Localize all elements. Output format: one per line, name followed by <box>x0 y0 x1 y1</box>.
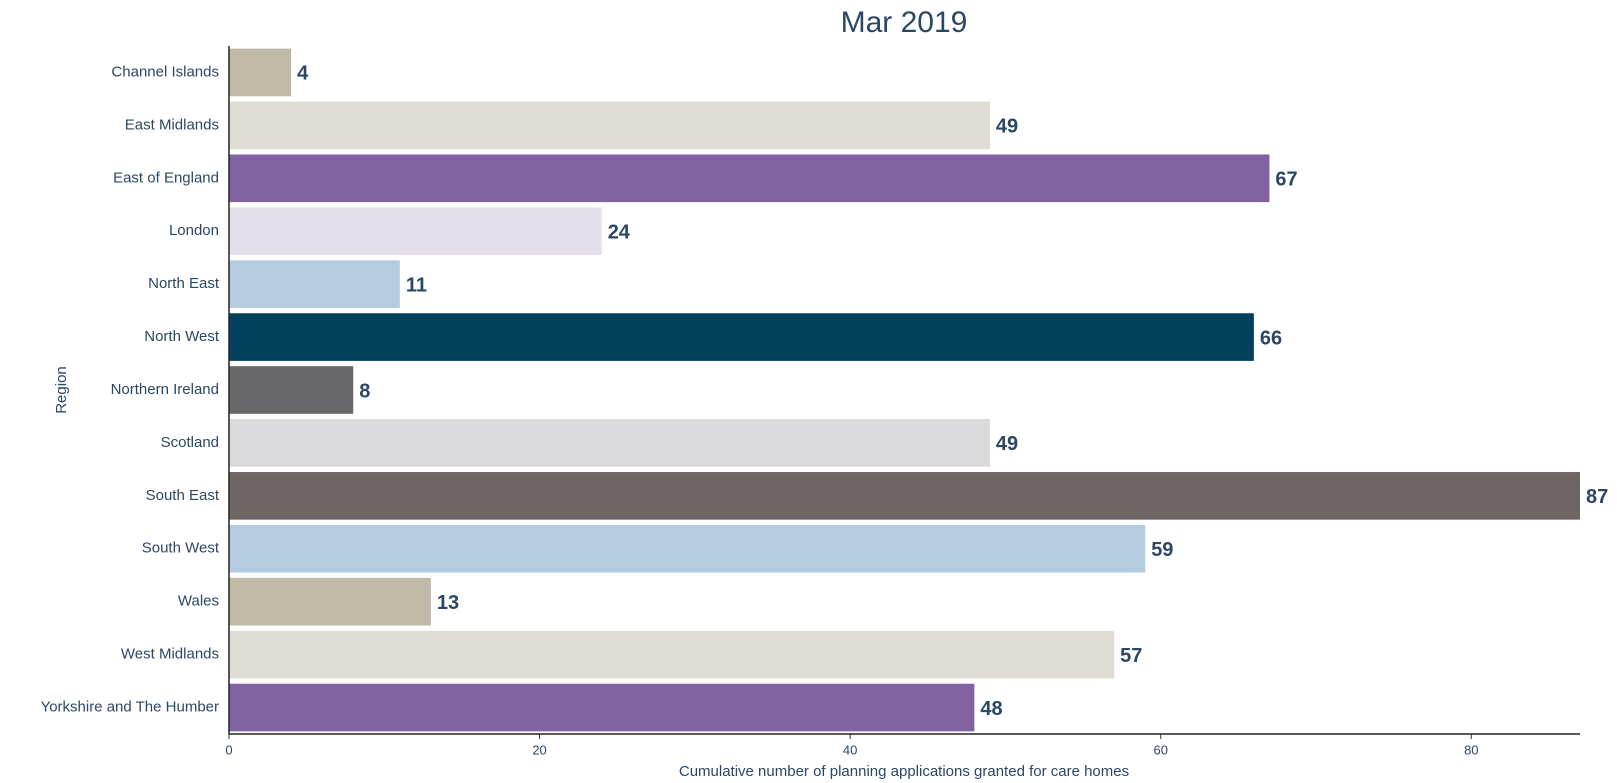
x-axis-label: Cumulative number of planning applicatio… <box>679 763 1129 780</box>
y-tick-label: North East <box>148 275 220 292</box>
data-label: 67 <box>1275 169 1297 191</box>
data-label: 24 <box>608 222 631 244</box>
data-label: 8 <box>359 380 370 402</box>
bar <box>229 313 1254 361</box>
data-label: 49 <box>996 116 1018 138</box>
y-tick-label: Wales <box>178 593 219 610</box>
bar <box>229 472 1580 520</box>
bar <box>229 683 975 732</box>
x-tick-label: 0 <box>225 742 232 757</box>
y-tick-label: South East <box>146 487 220 504</box>
y-tick-label: Channel Islands <box>111 63 219 80</box>
data-label: 11 <box>406 274 427 296</box>
data-label: 66 <box>1260 327 1282 349</box>
bar <box>229 366 354 414</box>
bar <box>229 630 1115 679</box>
bar <box>229 419 990 467</box>
y-tick-label: Yorkshire and The Humber <box>41 699 219 716</box>
bar <box>229 577 431 626</box>
x-tick-label: 40 <box>843 742 857 757</box>
data-label: 13 <box>437 592 459 614</box>
data-label: 87 <box>1586 486 1608 508</box>
bar <box>229 48 292 97</box>
data-label: 59 <box>1151 539 1173 561</box>
bar <box>229 524 1146 573</box>
y-tick-label: Northern Ireland <box>111 381 219 398</box>
x-tick-label: 80 <box>1464 742 1478 757</box>
bar <box>229 260 400 308</box>
y-axis-label: Region <box>53 366 70 414</box>
bar <box>229 154 1270 203</box>
y-tick-label: East of England <box>113 169 219 186</box>
y-tick-label: West Midlands <box>121 646 219 663</box>
y-tick-label: North West <box>144 328 220 345</box>
data-label: 4 <box>297 63 309 85</box>
data-label: 48 <box>980 698 1002 720</box>
y-tick-label: Scotland <box>161 434 219 451</box>
x-tick-label: 60 <box>1153 742 1167 757</box>
data-label: 57 <box>1120 645 1142 667</box>
y-tick-label: South West <box>142 540 220 557</box>
x-tick-label: 20 <box>532 742 546 757</box>
y-tick-label: London <box>169 222 219 239</box>
bar <box>229 101 990 150</box>
data-label: 49 <box>996 433 1018 455</box>
y-tick-label: East Midlands <box>125 116 219 133</box>
chart-title: Mar 2019 <box>841 6 968 39</box>
bar <box>229 207 602 256</box>
